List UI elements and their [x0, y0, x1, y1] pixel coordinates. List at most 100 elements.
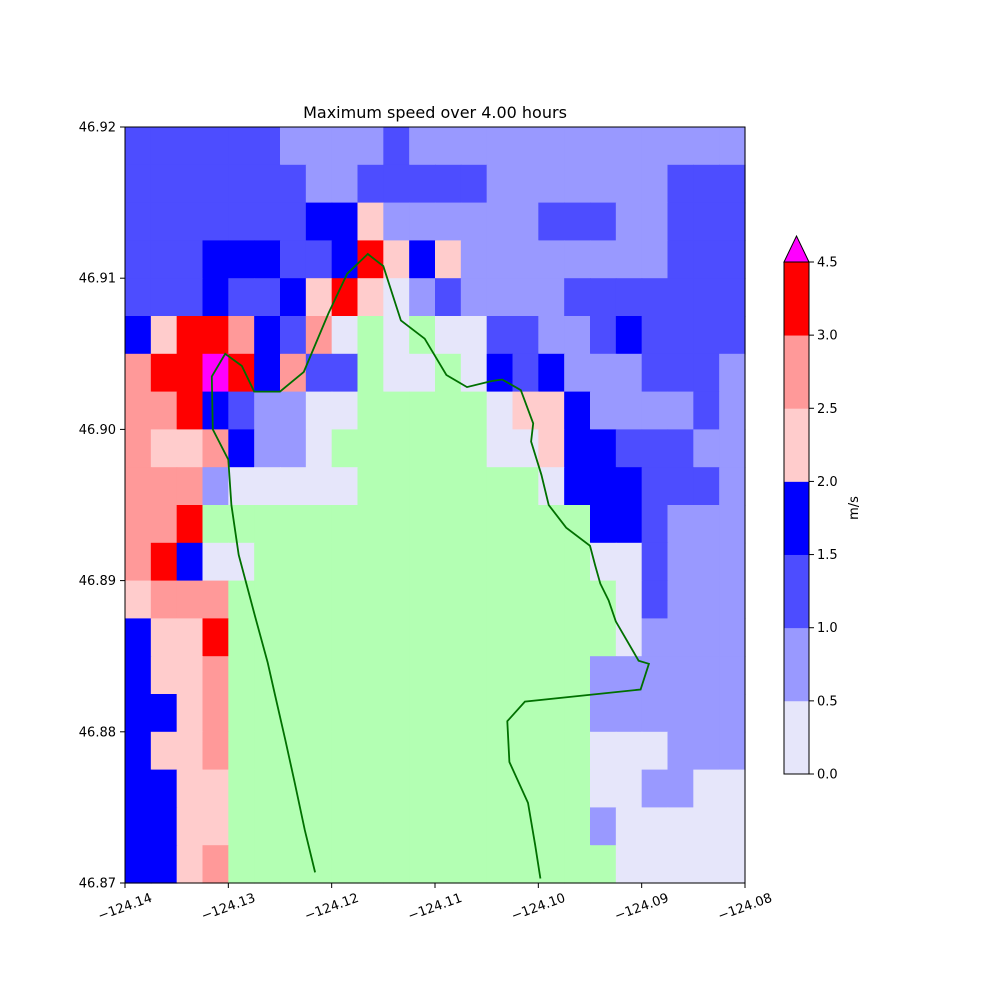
heatmap-cell [125, 656, 152, 695]
heatmap-cell [357, 429, 384, 468]
heatmap-cell [719, 127, 746, 166]
heatmap-cell [280, 164, 307, 204]
heatmap-cell [176, 807, 204, 846]
heatmap-cell [280, 505, 307, 544]
heatmap-cell [176, 769, 204, 808]
heatmap-cell [280, 807, 307, 846]
heatmap-cell [150, 127, 178, 166]
heatmap-cell [228, 391, 255, 430]
heatmap-cell [719, 505, 746, 544]
heatmap-cell [176, 542, 204, 582]
heatmap-cell [564, 353, 591, 393]
heatmap-cell [719, 618, 746, 657]
heatmap-cell [202, 164, 229, 204]
heatmap-cell [693, 240, 720, 279]
heatmap-cell [719, 542, 746, 582]
heatmap-cell [383, 391, 410, 430]
colorbar-segment [784, 700, 809, 775]
heatmap-cell [409, 694, 436, 733]
heatmap-cell [305, 505, 333, 544]
heatmap-cell [486, 316, 514, 355]
heatmap-cell [228, 731, 255, 771]
heatmap-cell [667, 580, 694, 619]
colorbar-segment [784, 627, 809, 702]
heatmap-cell [280, 316, 307, 355]
heatmap-cell [125, 618, 152, 657]
heatmap-cell [409, 542, 436, 582]
heatmap-cell [435, 429, 462, 468]
heatmap-cell [719, 278, 746, 317]
heatmap-cell [305, 240, 333, 279]
heatmap-cell [202, 278, 229, 317]
heatmap-cell [254, 542, 281, 582]
heatmap-cell [460, 278, 488, 317]
heatmap-cell [615, 353, 643, 393]
heatmap-cell [435, 618, 462, 657]
heatmap-cell [512, 542, 539, 582]
heatmap-cell [719, 316, 746, 355]
heatmap-cell [486, 656, 514, 695]
heatmap-cell [176, 505, 204, 544]
heatmap-cell [254, 467, 281, 506]
heatmap-cell [228, 316, 255, 355]
heatmap-cell [693, 467, 720, 506]
heatmap-cell [538, 429, 565, 468]
heatmap-cell [719, 807, 746, 846]
heatmap-cell [280, 429, 307, 468]
heatmap-cell [538, 391, 565, 430]
heatmap-cell [590, 202, 617, 241]
heatmap-cell [331, 240, 359, 279]
heatmap-cell [512, 656, 539, 695]
heatmap-cell [667, 429, 694, 468]
x-tick-label: −124.09 [613, 891, 671, 924]
heatmap-cell [228, 278, 255, 317]
heatmap-cell [538, 240, 565, 279]
x-axis: −124.14 −124.13 −124.12 −124.11 −124.10 −124.… [96, 883, 774, 924]
heatmap-cell [641, 618, 669, 657]
colorbar-segment [784, 481, 809, 555]
heatmap-cell [176, 202, 204, 241]
heatmap-cell [150, 164, 178, 204]
heatmap-cell [538, 807, 565, 846]
heatmap-cell [125, 429, 152, 468]
heatmap-cell [383, 429, 410, 468]
colorbar-frame [783, 261, 810, 775]
heatmap-cell [125, 505, 152, 544]
heatmap-cell [125, 542, 152, 582]
heatmap-cell [305, 278, 333, 317]
heatmap-cell [641, 769, 669, 808]
heatmap-cell [409, 164, 436, 204]
heatmap-cell [305, 202, 333, 241]
heatmap-cell [435, 127, 462, 166]
heatmap-cell [280, 845, 307, 884]
heatmap-cell [719, 656, 746, 695]
heatmap-cell [305, 731, 333, 771]
heatmap-cell [150, 391, 178, 430]
heatmap-cell [331, 845, 359, 884]
heatmap-cell [357, 731, 384, 771]
heatmap-cell [125, 202, 152, 241]
heatmap-cell [357, 127, 384, 166]
heatmap-cell [409, 127, 436, 166]
heatmap-cell [538, 845, 565, 884]
heatmap-cell [719, 240, 746, 279]
heatmap-cell [150, 618, 178, 657]
heatmap-cell [512, 164, 539, 204]
x-tick-label: −124.14 [96, 891, 154, 924]
heatmap-cell [409, 353, 436, 393]
heatmap-cell [280, 542, 307, 582]
y-tick-label: 46.88 [79, 725, 116, 740]
heatmap-cell [280, 391, 307, 430]
heatmap-cell [357, 580, 384, 619]
heatmap-cell [460, 769, 488, 808]
heatmap-cell [693, 580, 720, 619]
heatmap-cell [564, 391, 591, 430]
heatmap-cell [254, 164, 281, 204]
heatmap-cell [331, 656, 359, 695]
heatmap-cell [641, 807, 669, 846]
heatmap-cell [486, 505, 514, 544]
heatmap-cells [125, 127, 746, 884]
heatmap-cell [667, 618, 694, 657]
heatmap-cell [383, 505, 410, 544]
colorbar-label: m/s [847, 496, 862, 520]
